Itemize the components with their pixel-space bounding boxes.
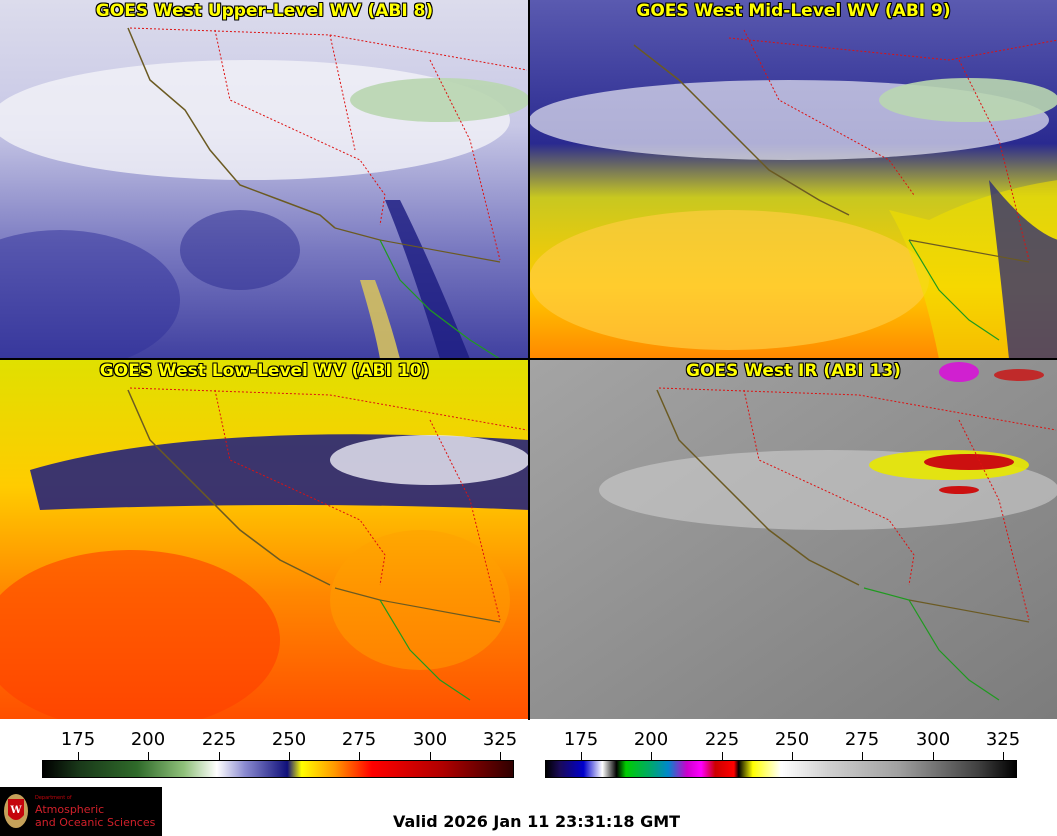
wv-tickmark <box>219 752 220 760</box>
ir-tick: 325 <box>985 729 1021 750</box>
low-level-wv-image <box>0 360 529 719</box>
wv-color-gradient <box>42 760 514 778</box>
wv-tickmark <box>148 752 149 760</box>
logo-line-2: and Oceanic Sciences <box>35 816 156 829</box>
upper-level-wv-image <box>0 0 529 359</box>
logo-line-1: Atmospheric <box>35 803 105 816</box>
panel-ir: GOES West IR (ABI 13) <box>529 360 1057 719</box>
panel-upper-level-wv: GOES West Upper-Level WV (ABI 8) <box>0 0 529 359</box>
panel-divider-vertical <box>528 0 530 720</box>
uw-crest-icon: W <box>4 794 28 828</box>
ir-tick: 300 <box>915 729 951 750</box>
ir-tickmark <box>1003 752 1004 760</box>
wv-tick: 300 <box>412 729 448 750</box>
wv-tick: 275 <box>341 729 377 750</box>
ir-tickmark <box>862 752 863 760</box>
wv-tickmark <box>359 752 360 760</box>
ir-tick: 225 <box>704 729 740 750</box>
wv-colorbar: 175 200 225 250 275 300 325 <box>42 725 518 781</box>
wv-tick: 200 <box>130 729 166 750</box>
wv-tick-labels: 175 200 225 250 275 300 325 <box>42 729 518 751</box>
wv-tick: 225 <box>201 729 237 750</box>
wv-tick: 250 <box>271 729 307 750</box>
wv-tickmark <box>78 752 79 760</box>
ir-tickmark <box>581 752 582 760</box>
panel-mid-level-wv: GOES West Mid-Level WV (ABI 9) <box>529 0 1057 359</box>
ir-tick: 250 <box>774 729 810 750</box>
ir-tick: 175 <box>563 729 599 750</box>
ir-tickmark <box>792 752 793 760</box>
ir-tickmark <box>933 752 934 760</box>
ir-tick: 275 <box>844 729 880 750</box>
ir-tickmark <box>651 752 652 760</box>
wv-tickmark <box>430 752 431 760</box>
wv-tickmark <box>289 752 290 760</box>
logo-dept-text: Department of <box>35 795 72 801</box>
wv-tickmark <box>500 752 501 760</box>
ir-tick-labels: 175 200 225 250 275 300 325 <box>545 729 1021 751</box>
panel-title: GOES West Mid-Level WV (ABI 9) <box>636 1 951 21</box>
panel-low-level-wv: GOES West Low-Level WV (ABI 10) <box>0 360 529 719</box>
valid-time: Valid 2026 Jan 11 23:31:18 GMT <box>393 812 681 831</box>
uw-aos-logo: W Department of Atmospheric and Oceanic … <box>0 787 162 836</box>
mid-level-wv-image <box>529 0 1057 359</box>
panel-title: GOES West Low-Level WV (ABI 10) <box>99 361 430 381</box>
ir-tick: 200 <box>633 729 669 750</box>
wv-tick: 175 <box>60 729 96 750</box>
ir-image <box>529 360 1057 719</box>
panel-divider-horizontal <box>0 358 1057 360</box>
wv-tick: 325 <box>482 729 518 750</box>
ir-colorbar: 175 200 225 250 275 300 325 <box>545 725 1021 781</box>
panel-title: GOES West Upper-Level WV (ABI 8) <box>95 1 434 21</box>
panel-title: GOES West IR (ABI 13) <box>686 361 901 381</box>
ir-tickmark <box>722 752 723 760</box>
ir-color-gradient <box>545 760 1017 778</box>
svg-text:W: W <box>9 805 22 816</box>
